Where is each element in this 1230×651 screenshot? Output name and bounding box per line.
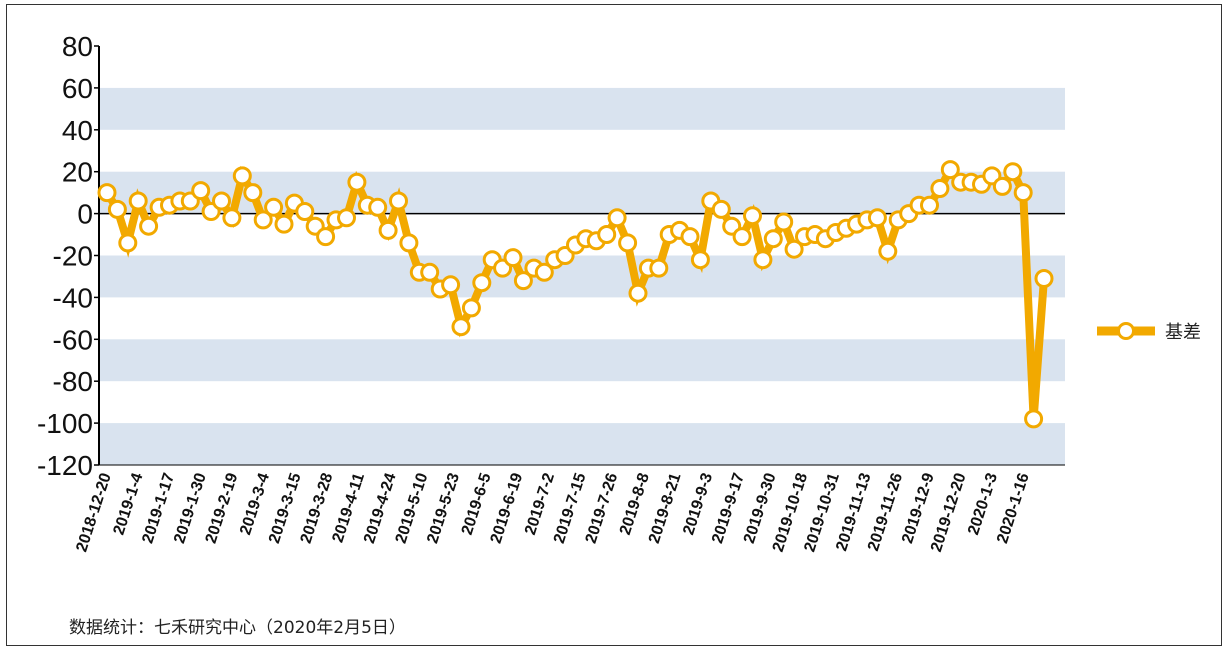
y-tick-label: 80	[62, 31, 93, 62]
data-point	[253, 210, 273, 230]
data-point	[472, 273, 492, 293]
data-point	[441, 275, 461, 295]
data-point	[534, 262, 554, 282]
data-point	[378, 220, 398, 240]
data-point	[867, 208, 887, 228]
data-point	[920, 195, 939, 215]
data-point	[274, 214, 294, 234]
data-point	[618, 233, 638, 253]
data-point	[222, 208, 242, 228]
grid-band	[99, 255, 1065, 298]
data-point	[316, 227, 336, 247]
grid-band	[99, 87, 1065, 130]
source-note: 数据统计：七禾研究中心（2020年2月5日）	[69, 618, 406, 638]
legend: 基差	[1095, 318, 1201, 344]
data-point	[243, 183, 263, 203]
y-tick-label: -20	[53, 241, 93, 272]
y-tick-label: 20	[62, 157, 93, 188]
data-point	[743, 206, 762, 226]
data-point	[232, 166, 252, 186]
x-tick-label: 2020-1-3	[965, 471, 1001, 537]
data-point	[368, 197, 388, 217]
data-point	[503, 248, 523, 268]
data-point	[337, 208, 356, 228]
x-tick-label: 2019-6-19	[488, 471, 527, 546]
data-point	[930, 179, 950, 198]
grid-band	[99, 423, 1065, 465]
data-point	[139, 216, 159, 236]
data-point	[940, 160, 960, 180]
data-point	[347, 172, 367, 192]
data-point	[118, 233, 138, 253]
chart: 806040200-20-40-60-80-100-1202018-12-202…	[37, 31, 1065, 554]
data-point	[1013, 183, 1033, 203]
data-point	[607, 208, 627, 228]
data-point	[992, 176, 1012, 196]
y-tick-label: -40	[53, 282, 93, 313]
y-tick-label: -60	[53, 324, 93, 355]
data-point	[128, 191, 148, 211]
legend-marker-icon	[1097, 322, 1155, 340]
x-tick-label: 2019-7-26	[583, 471, 622, 546]
data-point	[389, 191, 408, 211]
x-tick-label: 2019-5-23	[424, 471, 463, 546]
data-point	[97, 183, 117, 203]
legend-label: 基差	[1165, 322, 1201, 343]
x-tick-label: 2019-6-5	[459, 471, 495, 537]
data-point	[597, 225, 617, 244]
y-tick-label: -80	[53, 366, 93, 397]
data-point	[628, 283, 648, 303]
data-point	[784, 239, 804, 259]
x-tick-label: 2020-1-16	[994, 471, 1033, 546]
data-point	[774, 212, 794, 232]
data-point	[878, 241, 898, 261]
data-point	[732, 227, 752, 247]
x-tick-label: 2019-8-21	[646, 471, 685, 546]
data-point	[1003, 162, 1023, 182]
data-point	[461, 298, 481, 318]
data-point	[680, 227, 700, 247]
x-tick-label: 2019-3-4	[237, 471, 273, 537]
data-point	[191, 181, 211, 201]
data-point	[1024, 409, 1044, 429]
x-tick-label: 2019-7-2	[522, 471, 558, 537]
data-point	[1034, 269, 1054, 288]
data-point	[649, 258, 669, 278]
grid-band	[99, 339, 1065, 382]
data-point	[264, 197, 284, 217]
y-tick-label: 60	[62, 73, 93, 104]
data-point	[420, 262, 440, 282]
chart-frame: 80 60 40 20 0 -20 -40 -60 -80 -100 -120 2018-12-20 2…	[6, 4, 1222, 646]
data-point	[763, 229, 783, 249]
data-point	[107, 199, 127, 219]
data-point	[399, 233, 419, 253]
x-tick-label: 2019-8-8	[617, 471, 653, 537]
data-point	[711, 199, 731, 219]
x-tick-label: 2018-12-20	[73, 471, 114, 554]
y-tick-label: -120	[37, 450, 93, 481]
y-tick-label: 40	[62, 115, 93, 146]
data-point	[690, 250, 710, 270]
y-tick-label: -100	[37, 408, 93, 439]
y-tick-label: 0	[77, 199, 93, 230]
data-point	[212, 191, 231, 211]
x-tick-label: 2019-9-3	[680, 471, 716, 537]
data-point	[513, 271, 533, 291]
data-point	[451, 317, 471, 337]
x-tick-label: 2019-2-19	[203, 471, 242, 546]
x-tick-label: 2019-1-4	[111, 471, 147, 537]
data-point	[295, 202, 315, 221]
data-point	[753, 250, 773, 270]
